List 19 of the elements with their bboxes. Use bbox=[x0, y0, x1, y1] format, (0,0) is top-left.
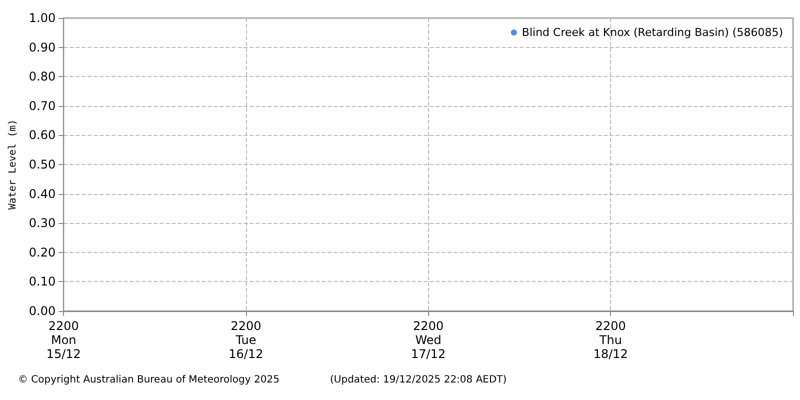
y-tick-label: 0.90 bbox=[28, 40, 56, 54]
y-tick-label: 0.20 bbox=[28, 245, 56, 260]
text: (Updated: 19/12/2025 22:08 AEDT) bbox=[330, 374, 507, 386]
x-tick-label: 2200 Thu 18/12 bbox=[593, 319, 628, 361]
y-tick-label: 0.30 bbox=[28, 216, 56, 230]
y-tick-label: 0.00 bbox=[28, 304, 56, 318]
text: © Copyright Australian Bureau of Meteorology 2025 bbox=[18, 374, 280, 386]
x-tick-label: 2200 Tue 16/12 bbox=[228, 319, 264, 361]
y-tick-label: 0.40 bbox=[28, 186, 56, 201]
legend-label: Blind Creek at Knox (Retarding Basin) (586085) bbox=[522, 26, 784, 39]
y-tick-label: 0.70 bbox=[28, 98, 56, 113]
x-tick-label: 2200 Wed 17/12 bbox=[411, 319, 446, 361]
y-tick-label: 0.60 bbox=[28, 128, 56, 142]
y-tick-label: 1.00 bbox=[28, 11, 56, 25]
y-tick-label: 0.10 bbox=[28, 274, 56, 289]
y-axis-title: Water Level (m) bbox=[8, 119, 18, 210]
y-tick-label: 0.80 bbox=[28, 70, 56, 84]
x-tick-label: 2200 Mon 15/12 bbox=[46, 319, 81, 361]
y-tick-label: 0.50 bbox=[28, 158, 56, 172]
